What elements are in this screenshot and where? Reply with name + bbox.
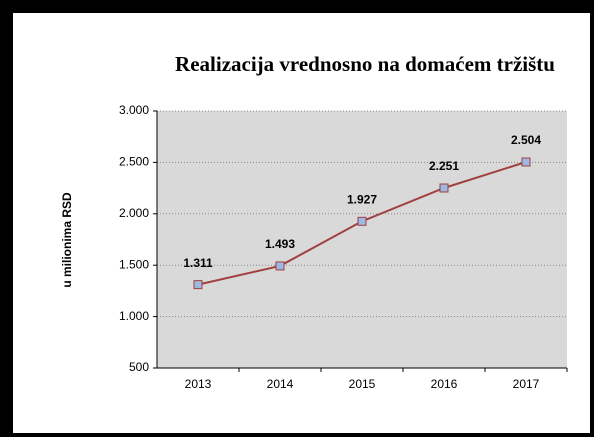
plot-area [157, 111, 567, 368]
y-tick-label: 1.500 [119, 257, 149, 271]
y-tick-label: 2.500 [119, 155, 149, 169]
y-tick-label: 500 [129, 360, 149, 374]
data-label: 2.251 [429, 159, 459, 173]
y-tick-label: 2.000 [119, 206, 149, 220]
marker [193, 280, 203, 290]
marker [521, 157, 531, 167]
y-tick-label: 3.000 [119, 103, 149, 117]
marker [439, 183, 449, 193]
marker [357, 216, 367, 226]
data-label: 2.504 [511, 133, 541, 147]
chart-title: Realizacija vrednosno na domaćem tržištu [175, 52, 555, 76]
y-axis-label: u milionima RSD [60, 192, 74, 288]
x-tick-label: 2017 [513, 377, 540, 391]
x-tick-label: 2016 [431, 377, 458, 391]
marker [275, 261, 285, 271]
x-tick-label: 2013 [185, 377, 212, 391]
data-label: 1.493 [265, 237, 295, 251]
data-label: 1.311 [183, 256, 213, 270]
y-tick-label: 1.000 [119, 309, 149, 323]
data-label: 1.927 [347, 192, 377, 206]
x-tick-label: 2015 [349, 377, 376, 391]
x-tick-label: 2014 [267, 377, 294, 391]
